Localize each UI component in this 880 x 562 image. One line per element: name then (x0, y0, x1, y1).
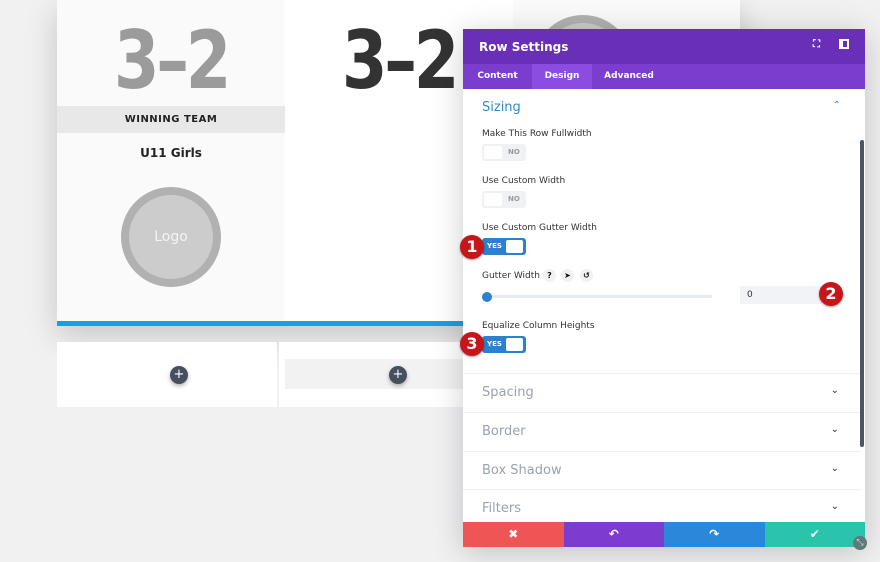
logo-placeholder: Logo (121, 187, 221, 287)
row-settings-modal: Row Settings ⛶ Content Design Advanced S… (463, 29, 865, 547)
section-box-shadow[interactable]: Box Shadow ⌄ (463, 451, 861, 490)
sidebar-toggle-icon[interactable] (839, 39, 849, 49)
equalize-label: Equalize Column Heights (482, 321, 595, 331)
modal-header: Row Settings ⛶ (463, 29, 865, 64)
team-name: U11 Girls (140, 146, 202, 160)
scrollbar[interactable] (860, 140, 864, 447)
empty-column: + (279, 342, 469, 407)
toggle-state: YES (487, 242, 502, 250)
step-badge-2: 2 (819, 282, 843, 306)
column-band (285, 359, 465, 389)
section-title: Filters (482, 501, 521, 516)
fullscreen-icon[interactable]: ⛶ (813, 39, 820, 50)
cancel-button[interactable]: ✖ (463, 522, 564, 547)
gutter-slider-thumb[interactable] (482, 292, 492, 302)
section-title: Box Shadow (482, 463, 562, 478)
help-icon[interactable]: ? (543, 269, 556, 282)
row-bottom-border (57, 321, 740, 326)
resize-handle-icon[interactable]: ⤡ (853, 536, 867, 550)
toggle-state: NO (508, 195, 520, 203)
custom-width-label: Use Custom Width (482, 176, 566, 186)
fullwidth-label: Make This Row Fullwidth (482, 129, 592, 139)
section-border[interactable]: Border ⌄ (463, 412, 861, 451)
tab-design[interactable]: Design (532, 64, 592, 89)
custom-gutter-toggle[interactable]: YES (482, 238, 526, 255)
custom-width-toggle[interactable]: NO (482, 191, 526, 208)
fullwidth-toggle[interactable]: NO (482, 144, 526, 161)
winning-team-band: WINNING TEAM (57, 106, 285, 133)
column-1: 3–2 WINNING TEAM U11 Girls Logo (57, 0, 285, 321)
chevron-up-icon[interactable]: ⌃ (832, 100, 841, 111)
redo-button[interactable]: ↷ (664, 522, 765, 547)
add-module-button[interactable]: + (170, 366, 188, 384)
reset-icon[interactable]: ↺ (580, 269, 593, 282)
equalize-toggle[interactable]: YES (482, 336, 526, 353)
section-title: Spacing (482, 385, 534, 400)
section-filters[interactable]: Filters ⌄ (463, 489, 861, 528)
chevron-down-icon: ⌄ (830, 463, 839, 474)
gutter-width-label: Gutter Width (482, 271, 540, 281)
modal-title: Row Settings (479, 40, 569, 54)
section-spacing[interactable]: Spacing ⌄ (463, 373, 861, 412)
score-text: 3–2 (341, 14, 460, 107)
toggle-state: YES (487, 340, 502, 348)
chevron-down-icon: ⌄ (830, 424, 839, 435)
tab-bar: Content Design Advanced (463, 64, 865, 89)
tab-content[interactable]: Content (477, 71, 518, 81)
tab-advanced[interactable]: Advanced (604, 71, 654, 81)
add-module-button[interactable]: + (389, 366, 407, 384)
undo-button[interactable]: ↶ (563, 522, 664, 547)
save-button[interactable]: ✔ (764, 522, 865, 547)
custom-gutter-label: Use Custom Gutter Width (482, 223, 597, 233)
section-title: Border (482, 424, 526, 439)
gutter-width-input[interactable]: 0 (740, 286, 822, 304)
step-badge-3: 3 (460, 332, 484, 356)
gutter-slider-track[interactable] (486, 295, 712, 298)
empty-column: + (57, 342, 277, 407)
section-sizing-title[interactable]: Sizing (482, 100, 521, 115)
score-text: 3–2 (113, 14, 232, 107)
step-badge-1: 1 (460, 235, 484, 259)
toggle-state: NO (508, 148, 520, 156)
chevron-down-icon: ⌄ (830, 385, 839, 396)
cursor-icon[interactable]: ➤ (561, 269, 574, 282)
chevron-down-icon: ⌄ (830, 501, 839, 512)
